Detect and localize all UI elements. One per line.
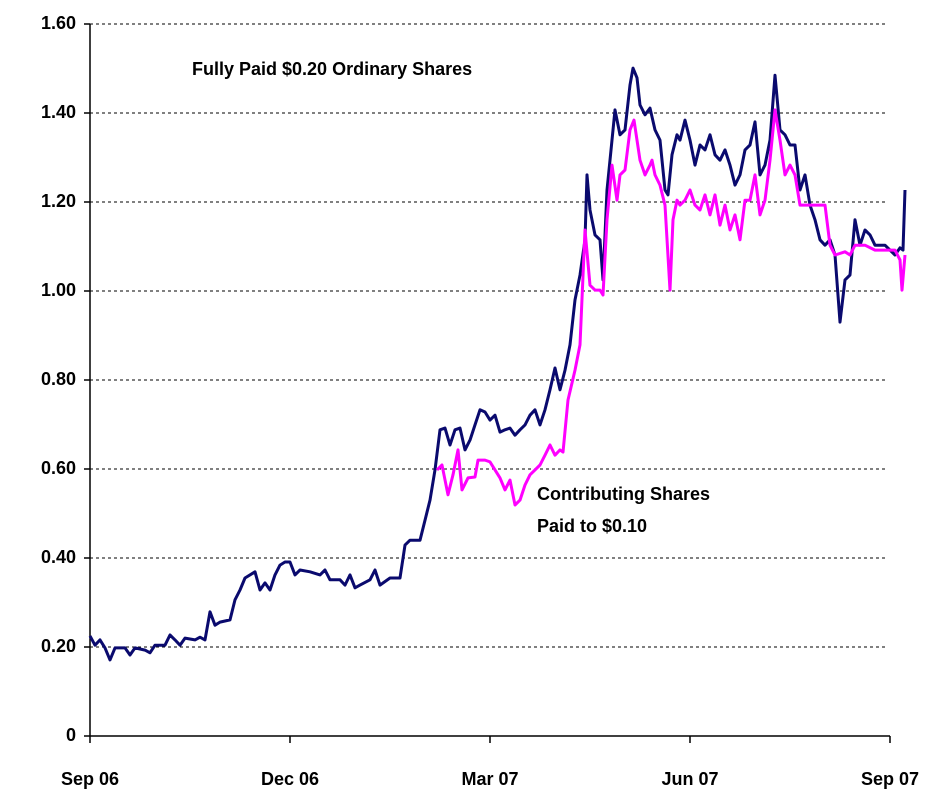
- x-tick-label: Mar 07: [461, 769, 518, 789]
- x-tick-label: Sep 07: [861, 769, 919, 789]
- y-tick-label: 1.20: [41, 191, 76, 211]
- y-tick-label: 1.60: [41, 13, 76, 33]
- series-line: [435, 108, 907, 507]
- annotation: Fully Paid $0.20 Ordinary Shares: [192, 59, 472, 79]
- series-line: [88, 66, 907, 662]
- x-tick-label: Sep 06: [61, 769, 119, 789]
- x-tick-label: Jun 07: [661, 769, 718, 789]
- y-tick-label: 0.60: [41, 458, 76, 478]
- y-tick-label: 1.40: [41, 102, 76, 122]
- x-tick-label: Dec 06: [261, 769, 319, 789]
- y-tick-label: 0.80: [41, 369, 76, 389]
- y-tick-label: 1.00: [41, 280, 76, 300]
- y-tick-label: 0: [66, 725, 76, 745]
- y-tick-label: 0.20: [41, 636, 76, 656]
- annotation: Contributing Shares: [537, 484, 710, 504]
- annotation: Paid to $0.10: [537, 516, 647, 536]
- y-tick-label: 0.40: [41, 547, 76, 567]
